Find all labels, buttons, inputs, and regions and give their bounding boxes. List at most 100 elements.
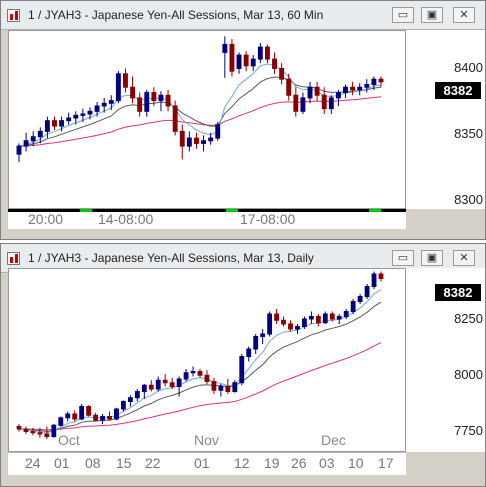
date-label: 15 — [116, 455, 132, 471]
candle-body — [264, 46, 270, 60]
candle-body — [295, 326, 300, 330]
candle-body — [186, 137, 192, 147]
time-label: 20:00 — [28, 211, 64, 227]
candle-body — [279, 67, 285, 80]
date-label: 01 — [54, 455, 70, 471]
date-label: 17 — [378, 455, 394, 471]
candle-body — [272, 58, 277, 69]
minimize-button[interactable]: ▭ — [392, 250, 414, 266]
candle-body — [100, 416, 105, 421]
candle-body — [86, 406, 92, 416]
candle-body — [79, 406, 85, 420]
candle-body — [65, 413, 71, 419]
candle-body — [16, 426, 22, 430]
candle-body — [357, 296, 363, 302]
candle-body — [307, 86, 313, 99]
time-label: 17-08:00 — [240, 211, 296, 227]
candle-body — [371, 273, 377, 287]
candle-body — [322, 313, 328, 324]
candle-body — [158, 94, 164, 102]
candle-body — [246, 348, 252, 357]
candle-body — [302, 318, 307, 327]
month-label: Nov — [194, 432, 219, 448]
candle-body — [58, 417, 64, 426]
candle-body — [288, 323, 293, 330]
candle-body — [44, 120, 50, 132]
close-button[interactable]: ✕ — [453, 7, 475, 23]
candle-body — [59, 120, 65, 127]
candle-body — [229, 43, 235, 72]
candle-body — [94, 105, 100, 112]
price-axis[interactable]: 8400 8350 8300 — [406, 30, 485, 209]
date-label: 03 — [319, 455, 335, 471]
candle-body — [274, 313, 279, 321]
candle-body — [201, 140, 207, 144]
chart-window-daily[interactable]: 1 / JYAH3 - Japanese Yen-All Sessions, M… — [0, 243, 486, 487]
candle-body — [190, 371, 196, 374]
candle-body — [123, 73, 128, 88]
date-label: 08 — [85, 455, 101, 471]
candle-body — [52, 120, 57, 127]
candle-body — [176, 378, 182, 387]
candle-body — [30, 431, 36, 434]
restore-button[interactable]: ▣ — [421, 7, 443, 23]
candle-body — [115, 73, 121, 102]
date-label: 24 — [25, 455, 41, 471]
candle-body — [23, 428, 29, 432]
candle-body — [151, 92, 157, 102]
candle-body — [378, 273, 384, 279]
candle-body — [165, 94, 171, 107]
candle-body — [127, 397, 133, 402]
candle-body — [232, 382, 238, 392]
chart-window-60min[interactable]: 1 / JYAH3 - Japanese Yen-All Sessions, M… — [0, 0, 486, 240]
candle-body — [267, 313, 273, 335]
ma-slow-line — [18, 342, 382, 431]
candle-body — [329, 313, 335, 320]
date-label: 22 — [145, 455, 161, 471]
candle-body — [193, 137, 199, 144]
chart-icon — [7, 252, 20, 265]
date-label: 10 — [348, 455, 364, 471]
restore-button[interactable]: ▣ — [421, 250, 443, 266]
candle-body — [93, 414, 98, 421]
candle-body — [257, 46, 263, 60]
candle-body — [371, 78, 377, 86]
y-axis-label: 8300 — [454, 192, 483, 207]
candle-body — [148, 384, 154, 390]
candle-body — [37, 130, 43, 138]
y-axis-label: 7750 — [454, 423, 483, 438]
candle-body — [218, 386, 224, 391]
candle-body — [23, 140, 29, 147]
price-plot[interactable] — [8, 268, 406, 452]
candle-body — [121, 401, 126, 410]
candle-body — [137, 97, 143, 112]
candle-body — [350, 86, 356, 91]
last-price-tag: 8382 — [435, 82, 481, 99]
candle-body — [130, 86, 136, 99]
candle-body — [328, 97, 334, 110]
close-button[interactable]: ✕ — [453, 250, 475, 266]
date-label: 01 — [194, 455, 210, 471]
candle-body — [222, 43, 228, 53]
candle-body — [44, 433, 50, 437]
candle-body — [108, 100, 114, 104]
candle-body — [315, 316, 321, 324]
candle-body — [343, 311, 349, 317]
candle-body — [16, 145, 22, 155]
price-plot[interactable] — [8, 30, 406, 209]
candle-body — [357, 86, 363, 91]
candle-body — [378, 78, 384, 83]
candle-body — [87, 110, 93, 115]
candle-body — [343, 86, 348, 94]
date-label: 12 — [234, 455, 250, 471]
candle-body — [321, 94, 327, 110]
candle-body — [172, 105, 178, 132]
candle-body — [134, 391, 140, 399]
candle-body — [144, 92, 150, 112]
candle-body — [336, 316, 342, 320]
minimize-button[interactable]: ▭ — [392, 7, 414, 23]
candle-body — [250, 58, 256, 67]
date-label: 26 — [291, 455, 307, 471]
time-label: 14-08:00 — [98, 211, 154, 227]
title-bar[interactable]: 1 / JYAH3 - Japanese Yen-All Sessions, M… — [1, 1, 485, 30]
